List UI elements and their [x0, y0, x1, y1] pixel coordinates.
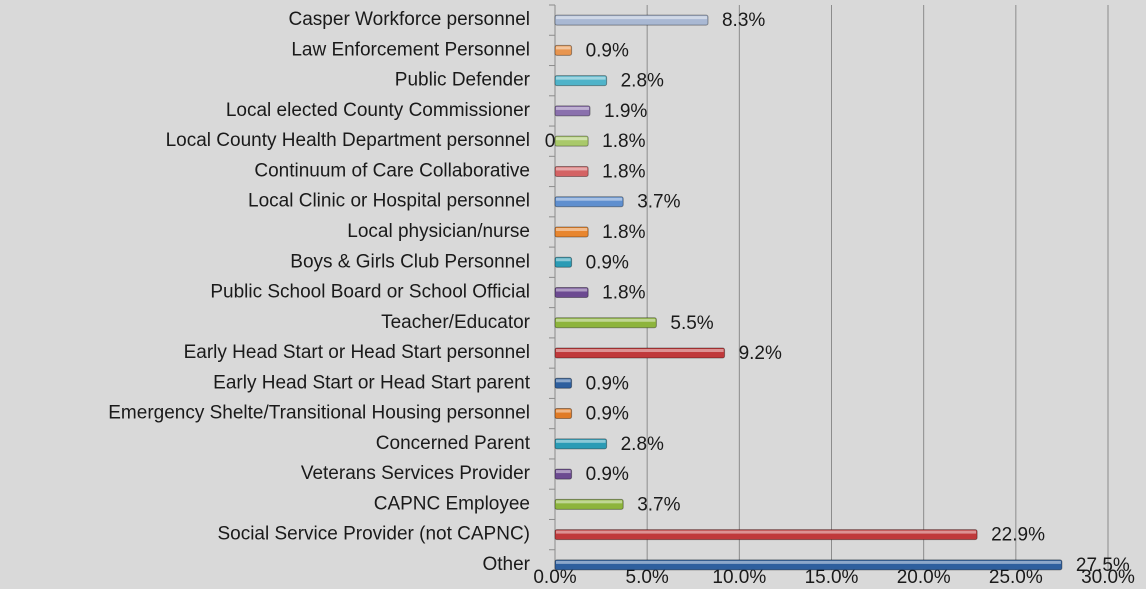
y-tick-label: Casper Workforce personnel: [289, 9, 530, 30]
bar-shine: [556, 16, 707, 20]
value-label: 1.8%: [602, 131, 645, 152]
bar: [554, 559, 1063, 571]
bar-shine: [556, 258, 571, 262]
bar-shine: [556, 288, 588, 292]
bar-shine: [556, 530, 977, 534]
y-tick-label: Veterans Services Provider: [301, 463, 531, 484]
value-label: 0.9%: [586, 252, 629, 273]
bar-shine: [556, 409, 571, 413]
bar: [554, 196, 624, 208]
value-label: 0.9%: [586, 404, 629, 425]
y-tick-label: Law Enforcement Personnel: [291, 39, 530, 60]
bar: [554, 377, 573, 389]
value-label: 1.8%: [602, 222, 645, 243]
bar: [554, 14, 709, 26]
bar-shine: [556, 500, 623, 504]
value-label: 8.3%: [722, 10, 765, 31]
bar-shine: [556, 106, 590, 110]
bar: [554, 408, 573, 420]
bar: [554, 468, 573, 480]
y-tick-label: Local Clinic or Hospital personnel: [248, 191, 530, 212]
bar-shine: [556, 46, 571, 50]
value-label: 2.8%: [621, 71, 664, 92]
bar: [554, 498, 624, 510]
y-tick-label: Concerned Parent: [376, 433, 531, 454]
y-tick-label: Local County Health Department personnel: [166, 130, 530, 151]
x-tick-label: 10.0%: [712, 567, 766, 588]
bar-shine: [556, 137, 588, 141]
bar: [554, 226, 589, 238]
value-label: 0.9%: [586, 373, 629, 394]
bar-shine: [556, 470, 571, 474]
value-label: 22.9%: [991, 525, 1045, 546]
bar-shine: [556, 379, 571, 383]
value-label: 5.5%: [670, 313, 713, 334]
value-label: 27.5%: [1076, 555, 1130, 576]
bar: [554, 438, 608, 450]
bar: [554, 44, 573, 56]
bar-shine: [556, 560, 1061, 564]
y-tick-label: Early Head Start or Head Start parent: [213, 372, 531, 393]
y-tick-label: Other: [482, 554, 530, 575]
bar-shine: [556, 167, 588, 171]
bar-shine: [556, 318, 656, 322]
bar-shine: [556, 76, 606, 80]
value-label: 0.9%: [586, 464, 629, 485]
bar-shine: [556, 227, 588, 231]
value-label: 1.8%: [602, 161, 645, 182]
x-tick-label: 30.0%: [1081, 567, 1135, 588]
y-tick-label: Local physician/nurse: [347, 221, 530, 242]
y-tick-label: Teacher/Educator: [381, 312, 531, 333]
x-tick-label: 25.0%: [989, 567, 1043, 588]
y-tick-label: Public School Board or School Official: [210, 282, 530, 303]
bar-shine: [556, 349, 724, 353]
bar: [554, 135, 589, 147]
y-tick-label: Local elected County Commissioner: [226, 100, 531, 121]
bar: [554, 347, 726, 359]
value-label: 1.9%: [604, 101, 647, 122]
x-tick-label: 15.0%: [805, 567, 859, 588]
y-tick-label: Social Service Provider (not CAPNC): [217, 524, 530, 545]
bar: [554, 287, 589, 298]
bar: [554, 317, 657, 329]
value-label: 3.7%: [637, 494, 680, 515]
annotation: 0: [545, 131, 556, 152]
value-label: 0.9%: [586, 40, 629, 61]
bar: [554, 165, 589, 177]
bar-shine: [556, 439, 606, 443]
bar: [554, 75, 608, 87]
bar-shine: [556, 197, 623, 201]
y-tick-label: Public Defender: [395, 70, 531, 91]
y-tick-label: CAPNC Employee: [374, 493, 530, 514]
bar: [554, 529, 978, 541]
x-tick-label: 0.0%: [533, 567, 576, 588]
x-tick-label: 5.0%: [626, 567, 669, 588]
value-label: 9.2%: [739, 343, 782, 364]
bar: [554, 256, 573, 268]
value-label: 1.8%: [602, 283, 645, 304]
value-label: 2.8%: [621, 434, 664, 455]
y-tick-label: Continuum of Care Collaborative: [254, 160, 530, 181]
x-tick-label: 20.0%: [897, 567, 951, 588]
y-tick-label: Boys & Girls Club Personnel: [290, 251, 530, 272]
y-tick-label: Early Head Start or Head Start personnel: [184, 342, 530, 363]
bar: [554, 105, 591, 117]
y-tick-label: Emergency Shelte/Transitional Housing pe…: [108, 403, 530, 424]
value-label: 3.7%: [637, 192, 680, 213]
